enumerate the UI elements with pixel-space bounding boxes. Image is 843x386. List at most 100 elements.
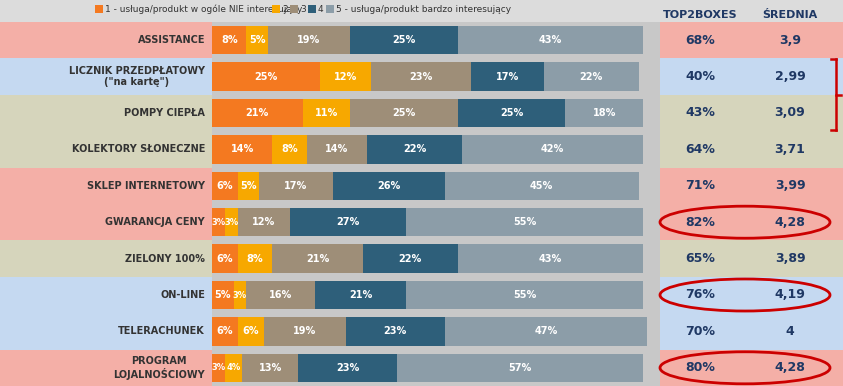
Text: 5%: 5% [214, 290, 231, 300]
Bar [212, 63, 319, 91]
Text: 4,19: 4,19 [775, 288, 805, 301]
Text: 3,09: 3,09 [775, 107, 805, 120]
Text: 65%: 65% [685, 252, 715, 265]
Bar [272, 5, 281, 13]
Text: 23%: 23% [336, 363, 359, 373]
Bar [212, 281, 234, 309]
Bar [225, 208, 238, 236]
Bar [756, 131, 824, 168]
Bar [544, 63, 639, 91]
Bar [212, 99, 303, 127]
Text: 2: 2 [282, 5, 288, 14]
Bar [0, 95, 843, 131]
Bar [458, 244, 643, 273]
Text: 42%: 42% [541, 144, 564, 154]
Text: 76%: 76% [685, 288, 715, 301]
Bar [756, 313, 824, 350]
Text: ZIELONY 100%: ZIELONY 100% [125, 254, 205, 264]
Text: 22%: 22% [403, 144, 427, 154]
Bar [445, 172, 639, 200]
Bar [95, 5, 103, 13]
Text: 8%: 8% [282, 144, 298, 154]
Bar [212, 208, 225, 236]
Text: 55%: 55% [513, 217, 536, 227]
Text: 64%: 64% [685, 143, 715, 156]
Text: PROGRAM
LOJALNOŚCIOWY: PROGRAM LOJALNOŚCIOWY [113, 356, 205, 380]
Text: 14%: 14% [230, 144, 254, 154]
Text: ON-LINE: ON-LINE [160, 290, 205, 300]
Text: 1 - usługa/produkt w ogóle NIE interesujący: 1 - usługa/produkt w ogóle NIE interesuj… [105, 4, 303, 14]
Text: 14%: 14% [325, 144, 349, 154]
Bar [756, 204, 824, 240]
Text: 6%: 6% [243, 327, 259, 337]
Bar [660, 240, 740, 277]
Bar [0, 240, 843, 277]
Text: 71%: 71% [685, 179, 715, 192]
Bar [307, 135, 368, 164]
Bar [260, 172, 333, 200]
Text: 68%: 68% [685, 34, 715, 47]
Text: 4,28: 4,28 [775, 216, 805, 229]
Bar [0, 22, 843, 58]
Bar [566, 99, 643, 127]
Text: ŚREDNIA: ŚREDNIA [762, 10, 818, 20]
Bar [290, 208, 406, 236]
Bar [346, 317, 445, 345]
Text: 25%: 25% [255, 71, 277, 81]
Bar [238, 208, 290, 236]
Bar [264, 317, 346, 345]
Bar [308, 5, 316, 13]
Bar [350, 99, 458, 127]
Bar [225, 354, 242, 382]
Text: 25%: 25% [500, 108, 524, 118]
Bar [212, 26, 246, 54]
Text: 45%: 45% [530, 181, 553, 191]
Text: 82%: 82% [685, 216, 715, 229]
Text: 5 - usługa/produkt bardzo interesujący: 5 - usługa/produkt bardzo interesujący [336, 5, 511, 14]
Bar [212, 135, 272, 164]
Text: 6%: 6% [217, 254, 234, 264]
Bar [212, 350, 703, 386]
Bar [234, 281, 246, 309]
Bar [0, 131, 843, 168]
Bar [212, 172, 238, 200]
Text: 6%: 6% [217, 327, 234, 337]
Bar [350, 26, 458, 54]
Text: 43%: 43% [539, 254, 562, 264]
Bar [238, 244, 272, 273]
Bar [397, 354, 643, 382]
Text: 4: 4 [318, 5, 324, 14]
Bar [212, 131, 703, 168]
Bar [246, 26, 268, 54]
Text: 4,28: 4,28 [775, 361, 805, 374]
Bar [212, 168, 703, 204]
Bar [238, 317, 264, 345]
Text: KOLEKTORY SŁONECZNE: KOLEKTORY SŁONECZNE [72, 144, 205, 154]
Text: 27%: 27% [336, 217, 359, 227]
Bar [0, 58, 843, 95]
Text: 55%: 55% [513, 290, 536, 300]
Bar [362, 244, 458, 273]
Bar [458, 26, 643, 54]
Text: 25%: 25% [392, 35, 416, 45]
Text: 26%: 26% [377, 181, 400, 191]
Text: 43%: 43% [685, 107, 715, 120]
Text: 8%: 8% [221, 35, 238, 45]
Bar [756, 22, 824, 58]
Bar [458, 99, 566, 127]
Text: 8%: 8% [247, 254, 263, 264]
Bar [756, 277, 824, 313]
Bar [756, 168, 824, 204]
Bar [290, 5, 298, 13]
Bar [333, 172, 445, 200]
Bar [212, 244, 238, 273]
Bar [660, 350, 740, 386]
Text: 16%: 16% [269, 290, 293, 300]
Bar [212, 95, 703, 131]
Bar [660, 204, 740, 240]
Bar [470, 63, 544, 91]
Text: 18%: 18% [593, 108, 616, 118]
Bar [756, 350, 824, 386]
Text: 3%: 3% [224, 218, 239, 227]
Bar [0, 277, 843, 313]
